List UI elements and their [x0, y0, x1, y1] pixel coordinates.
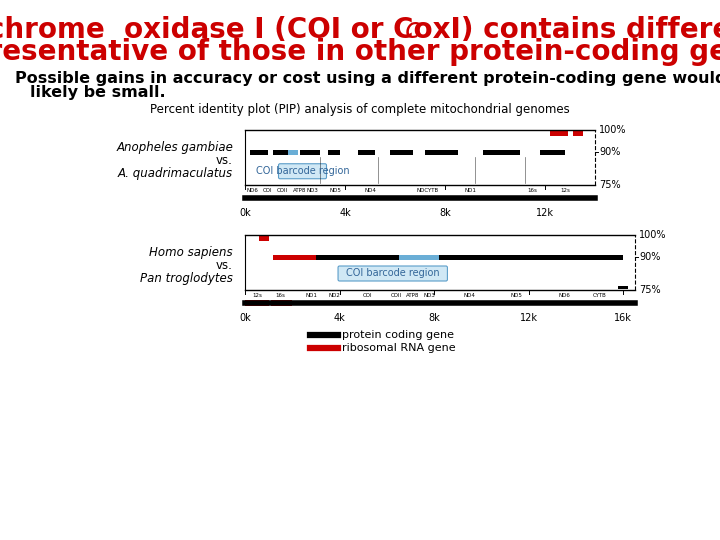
- Text: 100%: 100%: [599, 125, 626, 135]
- FancyBboxPatch shape: [338, 266, 447, 281]
- Bar: [358, 150, 375, 154]
- Text: ND3: ND3: [423, 293, 436, 298]
- Text: $\it{c}$: $\it{c}$: [298, 16, 422, 44]
- Bar: [271, 300, 292, 306]
- Text: protein coding gene: protein coding gene: [342, 330, 454, 340]
- Text: 8k: 8k: [428, 313, 440, 323]
- Text: representative of those in other protein-coding genes: representative of those in other protein…: [0, 38, 720, 66]
- Text: 90%: 90%: [639, 252, 660, 262]
- Text: ND4: ND4: [464, 293, 475, 298]
- Text: Homo sapiens: Homo sapiens: [149, 246, 233, 259]
- Bar: [250, 150, 268, 154]
- Text: 75%: 75%: [599, 180, 621, 190]
- Bar: [482, 150, 520, 154]
- Text: 16s: 16s: [528, 188, 537, 193]
- Text: COII: COII: [277, 188, 288, 193]
- Bar: [540, 150, 565, 154]
- Text: 16s: 16s: [276, 293, 285, 298]
- Bar: [550, 131, 567, 136]
- Text: ND5: ND5: [511, 293, 523, 298]
- Text: vs.: vs.: [216, 154, 233, 167]
- Text: ND1: ND1: [305, 293, 317, 298]
- Text: 12s: 12s: [252, 293, 262, 298]
- Text: ND6: ND6: [246, 188, 258, 193]
- Bar: [425, 150, 457, 154]
- Bar: [287, 150, 297, 154]
- Bar: [328, 150, 340, 154]
- Text: ND5: ND5: [329, 188, 341, 193]
- Text: ND1: ND1: [464, 188, 476, 193]
- Bar: [438, 254, 624, 260]
- Text: COI: COI: [263, 188, 272, 193]
- Text: 0k: 0k: [239, 208, 251, 218]
- Text: 12k: 12k: [520, 313, 538, 323]
- Text: ND4: ND4: [364, 188, 376, 193]
- Text: 4k: 4k: [333, 313, 346, 323]
- Text: ribosomal RNA gene: ribosomal RNA gene: [342, 343, 456, 353]
- Text: 75%: 75%: [639, 285, 661, 295]
- Bar: [300, 150, 320, 154]
- Text: 16k: 16k: [614, 313, 632, 323]
- Bar: [272, 150, 287, 154]
- Text: 90%: 90%: [599, 147, 621, 157]
- Bar: [618, 286, 628, 288]
- Text: CYTB: CYTB: [593, 293, 606, 298]
- Text: 0k: 0k: [239, 313, 251, 323]
- Text: ND6: ND6: [558, 293, 570, 298]
- Text: ATP8: ATP8: [406, 293, 420, 298]
- Text: Anopheles gambiae: Anopheles gambiae: [116, 141, 233, 154]
- Text: COII: COII: [391, 293, 402, 298]
- Text: Cytochrome  oxidase I (COI or CoxI) contains differences: Cytochrome oxidase I (COI or CoxI) conta…: [0, 16, 720, 44]
- Text: Percent identity plot (PIP) analysis of complete mitochondrial genomes: Percent identity plot (PIP) analysis of …: [150, 104, 570, 117]
- Text: ND2: ND2: [329, 293, 341, 298]
- Text: COI barcode region: COI barcode region: [346, 268, 439, 279]
- Text: vs.: vs.: [216, 259, 233, 272]
- Bar: [390, 150, 413, 154]
- Text: COI barcode region: COI barcode region: [256, 166, 349, 176]
- Text: 12k: 12k: [536, 208, 554, 218]
- Bar: [259, 235, 269, 240]
- Bar: [274, 254, 316, 260]
- Bar: [572, 131, 582, 136]
- Text: Possible gains in accuracy or cost using a different protein-coding gene would: Possible gains in accuracy or cost using…: [15, 71, 720, 85]
- Text: 4k: 4k: [339, 208, 351, 218]
- Text: NDCYTB: NDCYTB: [416, 188, 438, 193]
- Bar: [245, 300, 269, 306]
- Text: likely be small.: likely be small.: [30, 84, 166, 99]
- Text: COI: COI: [363, 293, 373, 298]
- Text: ND3: ND3: [307, 188, 318, 193]
- Text: A. quadrimaculatus: A. quadrimaculatus: [118, 167, 233, 180]
- Text: 100%: 100%: [639, 230, 667, 240]
- Text: 8k: 8k: [439, 208, 451, 218]
- Bar: [316, 254, 410, 260]
- Text: Pan troglodytes: Pan troglodytes: [140, 272, 233, 285]
- FancyBboxPatch shape: [279, 164, 326, 179]
- Text: 12s: 12s: [560, 188, 570, 193]
- Bar: [399, 254, 438, 260]
- Text: ATP8: ATP8: [293, 188, 307, 193]
